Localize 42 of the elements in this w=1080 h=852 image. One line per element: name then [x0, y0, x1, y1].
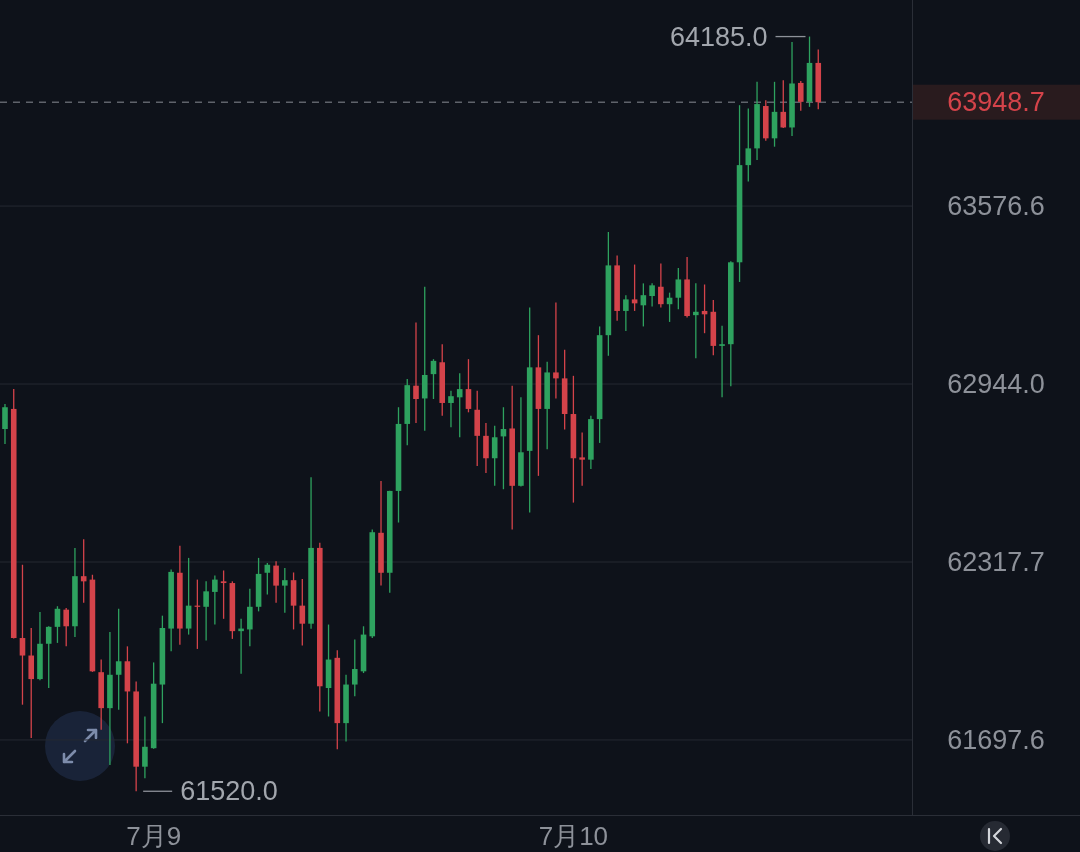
y-tick-label: 62944.0 [947, 369, 1045, 400]
candlestick [351, 638, 358, 697]
candlestick [579, 431, 585, 487]
candlestick [220, 569, 227, 620]
candlestick [282, 567, 288, 614]
candlestick [63, 607, 69, 647]
candlestick [185, 557, 192, 636]
candlestick [448, 390, 454, 428]
candlestick [658, 262, 664, 309]
candlestick [19, 564, 26, 706]
candlestick [553, 301, 559, 400]
annotation: 61520.0 [180, 776, 278, 807]
candlestick [115, 608, 122, 711]
candlestick [203, 580, 209, 642]
candlestick [465, 358, 472, 413]
candlestick [456, 372, 463, 438]
candlestick [719, 325, 725, 398]
candlestick [780, 79, 787, 129]
candlestick [247, 588, 253, 647]
candlestick [2, 403, 8, 445]
candlestick [45, 625, 52, 689]
candlestick [797, 80, 804, 112]
y-tick-label: 62317.7 [947, 546, 1045, 577]
candlestick [675, 267, 682, 310]
candlestick [631, 263, 638, 312]
candlestick [142, 715, 148, 779]
candlestick [273, 560, 279, 604]
candlestick [413, 321, 419, 424]
x-tick-label: 7月9 [126, 820, 182, 851]
candlestick [421, 286, 428, 432]
candlestick [28, 627, 35, 739]
candlestick [212, 574, 218, 626]
ref-line-label: 63948.7 [947, 87, 1045, 118]
candlestick [745, 107, 752, 183]
candlestick [623, 294, 629, 332]
annotation: 64185.0 [669, 21, 768, 52]
x-tick-label: 7月10 [538, 820, 609, 851]
y-tick-label: 61697.6 [947, 724, 1045, 755]
candlestick [649, 282, 655, 308]
candlestick [693, 282, 699, 359]
candlestick [483, 422, 489, 474]
y-tick-label: 63576.6 [947, 191, 1045, 222]
